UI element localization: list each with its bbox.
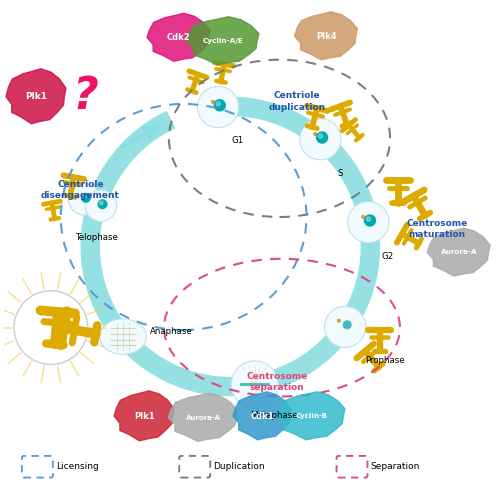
Text: Cdk1: Cdk1 [250,412,274,421]
Text: S: S [338,169,343,177]
Polygon shape [294,12,358,60]
Polygon shape [168,393,238,441]
Circle shape [300,118,341,160]
Text: Centriole
disengagement: Centriole disengagement [41,180,120,200]
Circle shape [198,86,239,128]
Circle shape [316,131,328,144]
Circle shape [92,196,101,206]
Circle shape [100,201,103,205]
Circle shape [231,361,278,408]
Circle shape [68,183,100,215]
Polygon shape [6,69,66,124]
Text: G2: G2 [382,251,394,261]
Polygon shape [278,392,345,440]
Circle shape [308,127,320,139]
Circle shape [240,370,254,385]
Text: Anaphase: Anaphase [150,327,193,336]
Circle shape [81,193,91,203]
Circle shape [362,215,365,219]
Circle shape [216,102,220,106]
Ellipse shape [100,319,146,354]
Polygon shape [427,228,490,276]
Circle shape [348,202,389,243]
Text: Cyclin-B: Cyclin-B [296,413,328,419]
Circle shape [206,95,218,107]
Text: Telophase: Telophase [76,233,118,242]
Circle shape [318,134,322,138]
Circle shape [85,190,116,221]
Polygon shape [147,13,210,61]
Circle shape [212,100,214,104]
Circle shape [314,132,317,136]
Circle shape [75,190,85,199]
Text: G1: G1 [232,137,244,145]
Text: Cyclin-A/E: Cyclin-A/E [202,38,243,44]
Text: Aurora-A: Aurora-A [440,249,477,255]
Text: Aurora-A: Aurora-A [186,415,221,421]
Text: Plk1: Plk1 [25,92,47,101]
Text: Duplication: Duplication [213,462,265,471]
Circle shape [342,320,351,329]
Polygon shape [233,392,291,440]
Text: Centriole
duplication: Centriole duplication [268,91,326,111]
Text: Metaphase: Metaphase [250,411,298,420]
Circle shape [83,195,86,198]
Circle shape [338,319,340,322]
Circle shape [23,300,49,326]
Text: Centrosome
maturation: Centrosome maturation [406,219,468,239]
Text: ?: ? [72,75,98,118]
Circle shape [14,291,88,364]
Circle shape [98,199,108,209]
Text: Plk4: Plk4 [316,32,336,40]
Text: Separation: Separation [370,462,420,471]
Text: Plk1: Plk1 [134,412,154,421]
Circle shape [366,217,370,221]
Text: Licensing: Licensing [56,462,98,471]
Polygon shape [114,391,174,441]
Circle shape [356,210,368,222]
Circle shape [324,306,366,348]
Text: Centrosome
separation: Centrosome separation [246,372,308,392]
Polygon shape [186,17,259,65]
Circle shape [332,315,345,327]
Text: Prophase: Prophase [365,356,405,365]
Circle shape [364,214,376,227]
Circle shape [214,99,226,111]
Text: Cdk2: Cdk2 [167,33,190,42]
